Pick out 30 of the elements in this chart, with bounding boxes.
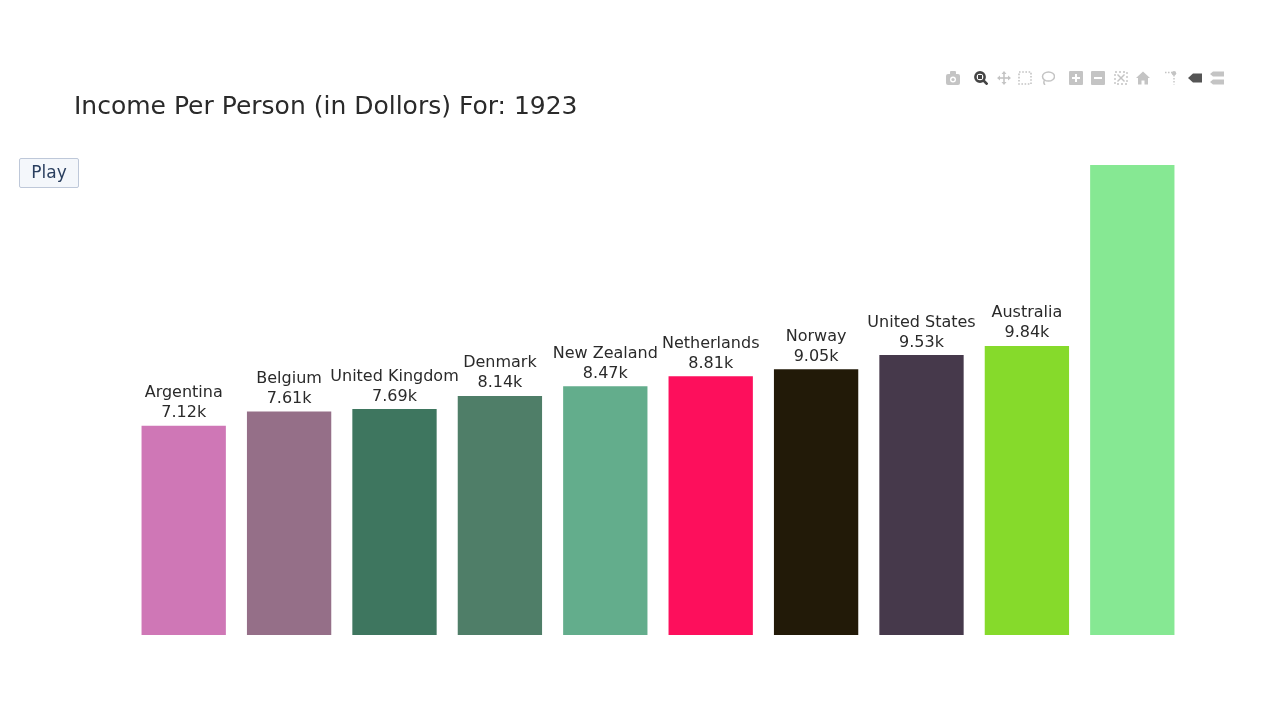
x-tick-label: Norway — [785, 325, 847, 345]
data-label: 8.14k — [477, 372, 524, 392]
data-label: 8.47k — [582, 362, 629, 382]
data-label: 7.69k — [372, 385, 418, 405]
bar — [246, 411, 332, 635]
chart-title: Income Per Person (in Dollors) For: 1923 — [74, 91, 578, 120]
bar — [352, 409, 437, 635]
bar — [668, 376, 753, 635]
bar — [457, 395, 543, 635]
x-tick-label: United Kingdom — [330, 365, 459, 385]
x-tick-label: New Zealand — [552, 342, 658, 362]
data-label: 7.61k — [266, 387, 313, 407]
bar — [984, 345, 1070, 635]
data-label: 9.05k — [793, 345, 840, 365]
x-tick-label: Netherlands — [661, 332, 760, 352]
bar — [141, 425, 226, 635]
bar — [563, 386, 648, 635]
x-tick-label: Belgium — [256, 367, 322, 387]
x-tick-label: Denmark — [463, 352, 538, 372]
play-button: Play — [19, 158, 79, 188]
x-tick-label: Australia — [991, 302, 1063, 322]
data-label: 9.84k — [1004, 322, 1051, 342]
x-tick-label: United States — [867, 311, 976, 331]
bar — [773, 369, 859, 635]
bar — [879, 355, 964, 635]
data-label: 7.12k — [161, 402, 207, 422]
data-label: 9.53k — [899, 331, 945, 351]
bar — [1090, 165, 1175, 635]
x-tick-label: Argentina — [144, 382, 223, 402]
data-label: 8.81k — [688, 352, 734, 372]
